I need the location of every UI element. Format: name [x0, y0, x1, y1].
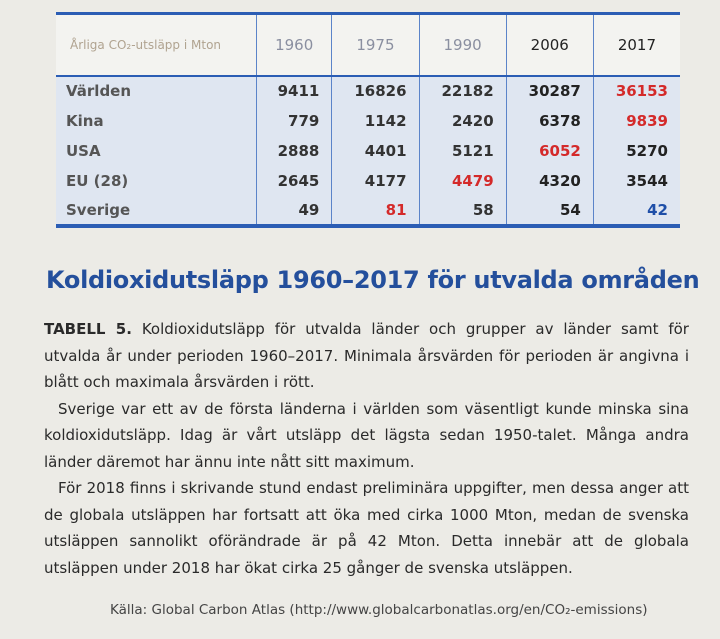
cell: 9839 [592, 105, 680, 136]
heading: Koldioxidutsläpp 1960–2017 för utvalda o… [46, 266, 700, 294]
cell: 5121 [418, 135, 507, 166]
corner-header: Årliga CO₂-utsläpp i Mton [70, 37, 222, 52]
cell: 36153 [592, 75, 680, 106]
caption: TABELL 5. Koldioxidutsläpp för utvalda l… [44, 316, 689, 396]
table-row: EU (28) 2645 4177 4479 4320 3544 [56, 165, 680, 196]
cell: 81 [331, 195, 420, 226]
row-label: Kina [66, 111, 104, 130]
cell: 5270 [592, 135, 680, 166]
text-body: TABELL 5. Koldioxidutsläpp för utvalda l… [44, 316, 689, 581]
cell: 49 [255, 195, 332, 226]
row-label: Sverige [66, 200, 131, 219]
paragraph: Sverige var ett av de första länderna i … [44, 399, 689, 471]
cell: 2888 [255, 135, 332, 166]
header-row: Årliga CO₂-utsläpp i Mton 1960 1975 1990 20… [56, 13, 680, 76]
cell: 4401 [331, 135, 420, 166]
cell: 54 [505, 195, 594, 226]
cell: 3544 [592, 165, 680, 196]
caption-text: Koldioxidutsläpp för utvalda länder och … [44, 320, 689, 391]
source: Källa: Global Carbon Atlas (http://www.g… [110, 602, 648, 618]
cell: 4320 [505, 165, 594, 196]
caption-label: TABELL 5. [44, 320, 132, 338]
row-label: EU (28) [66, 171, 129, 190]
cell: 6378 [505, 105, 594, 136]
row-label: USA [66, 141, 101, 160]
column-header: 2006 [505, 13, 594, 76]
table-row: Världen 9411 16826 22182 30287 36153 [56, 75, 680, 106]
row-label: Världen [66, 82, 132, 100]
cell: 22182 [418, 75, 507, 106]
cell: 2645 [255, 165, 332, 196]
cell: 58 [418, 195, 507, 226]
paragraph: För 2018 finns i skrivande stund endast … [44, 479, 689, 577]
column-header: 1990 [418, 13, 507, 76]
cell: 4479 [418, 165, 507, 196]
cell: 1142 [331, 105, 420, 136]
table-row: USA 2888 4401 5121 6052 5270 [56, 135, 680, 166]
cell: 30287 [505, 75, 594, 106]
table-row: Sverige 49 81 58 54 42 [56, 195, 680, 226]
column-header: 2017 [592, 13, 680, 76]
cell: 4177 [331, 165, 420, 196]
cell: 779 [255, 105, 332, 136]
cell: 42 [592, 195, 680, 226]
column-header: 1975 [331, 13, 420, 76]
column-header: 1960 [255, 13, 332, 76]
cell: 9411 [255, 75, 332, 106]
cell: 6052 [505, 135, 594, 166]
table-row: Kina 779 1142 2420 6378 9839 [56, 105, 680, 136]
cell: 2420 [418, 105, 507, 136]
table-body: Världen 9411 16826 22182 30287 36153 Kina 779 11… [56, 75, 680, 226]
cell: 16826 [331, 75, 420, 106]
emissions-table: Årliga CO₂-utsläpp i Mton 1960 1975 1990 20… [56, 12, 680, 228]
